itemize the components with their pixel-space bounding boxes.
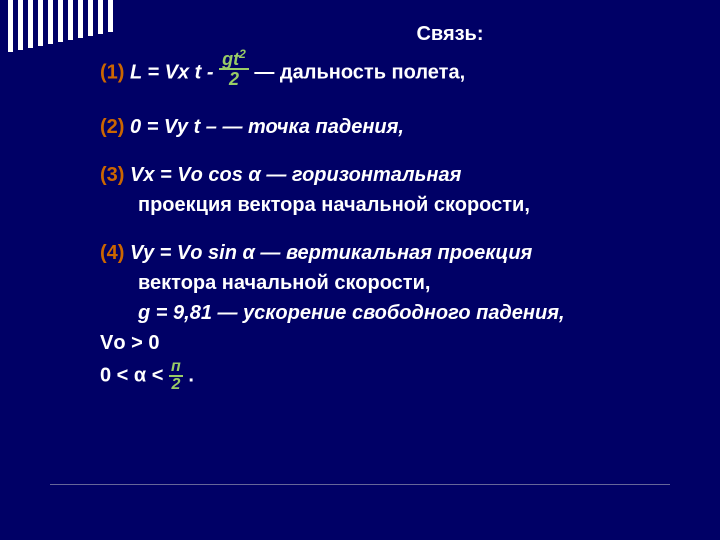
eq1-fraction: gt2 2 [219, 48, 249, 88]
eq3-number: (3) [100, 164, 130, 186]
small-frac-bot: 2 [169, 377, 183, 393]
eq2-number: (2) [100, 116, 124, 138]
equation-4c: g = 9,81 — ускорение свободного падения, [100, 299, 660, 327]
eq3-text-a: Vx = Vо cos α — горизонтальная [130, 164, 461, 186]
cond2-fraction: п2 [169, 359, 183, 393]
frac-sup: 2 [239, 47, 246, 61]
eq4-text-a: Vy = Vо sin α — вертикальная проекция [130, 242, 532, 264]
condition-2: 0 < α < п2 . [100, 359, 660, 393]
slide-content: Связь: (1) L = Vx t - gt22 — дальность п… [100, 20, 660, 395]
frac-top-text: gt [222, 49, 239, 69]
equation-3: (3) Vx = Vо cos α — горизонтальная [100, 161, 660, 189]
equation-2: (2) 0 = Vy t – — точка падения, [100, 113, 660, 141]
eq1-text-b: — дальность полета, [249, 61, 465, 83]
small-frac-top: п [169, 359, 183, 377]
cond2-text-b: . [183, 364, 194, 386]
condition-1: Vо > 0 [100, 329, 660, 357]
slide-title: Связь: [100, 20, 660, 48]
equation-3b: проекция вектора начальной скорости, [100, 191, 660, 219]
frac-bot-text: 2 [219, 70, 249, 88]
eq1-number: (1) [100, 61, 124, 83]
equation-1: (1) L = Vx t - gt22 — дальность полета, [100, 53, 660, 93]
eq2-text: 0 = Vy t – — точка падения, [124, 116, 404, 138]
bottom-divider [50, 484, 670, 485]
eq1-text-a: L = Vx t - [124, 61, 219, 83]
equation-4: (4) Vy = Vо sin α — вертикальная проекци… [100, 239, 660, 267]
eq4-number: (4) [100, 242, 130, 264]
cond2-text-a: 0 < α < [100, 364, 169, 386]
equation-4b: вектора начальной скорости, [100, 269, 660, 297]
